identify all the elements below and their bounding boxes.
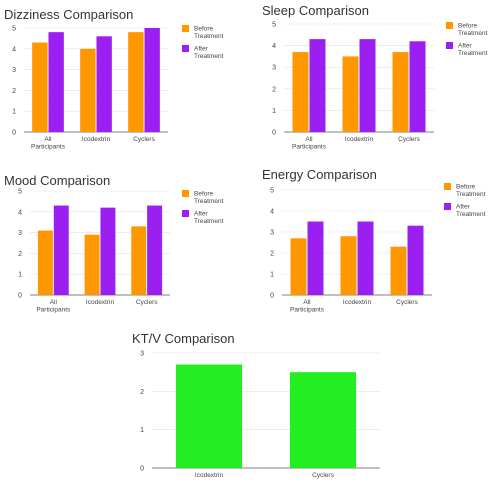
- category-label: Cyclers: [398, 136, 420, 143]
- bar-all-participants-before-treatment: [37, 230, 53, 295]
- kt-v-comparison-chart: KT/V Comparison 0 1 2 3 Icodextrin Cyclers: [132, 331, 380, 479]
- bar-icodextrin-after-treatment: [96, 36, 112, 132]
- y-tick-label: 3: [140, 351, 144, 358]
- bar-icodextrin: [175, 364, 243, 468]
- legend-label: After Treatment: [458, 43, 488, 58]
- y-tick-label: 0: [270, 293, 274, 300]
- category-label: Cyclers: [312, 472, 334, 479]
- bar-cyclers-before-treatment: [392, 52, 409, 132]
- category-label: Icodextrin: [343, 299, 372, 306]
- legend-swatch-after-treatment: [182, 45, 189, 52]
- y-tick-label: 0: [140, 466, 144, 473]
- bar-cyclers: [289, 372, 357, 468]
- mood-comparison-chart: Mood Comparison 0 1 2 3 4 5 All Participants Icod…: [4, 173, 224, 314]
- legend-label: Before Treatment: [194, 26, 224, 41]
- bar-all-participants-after-treatment: [48, 32, 64, 132]
- bar-all-participants-after-treatment: [309, 39, 326, 133]
- bar-cyclers-after-treatment: [147, 205, 163, 295]
- y-tick-label: 4: [18, 209, 22, 216]
- y-tick-label: 3: [270, 230, 274, 237]
- bar-cyclers-before-treatment: [128, 32, 144, 132]
- dizziness-comparison-chart: Dizziness Comparison 0 1 2 3 4 5 All Participant…: [4, 7, 224, 151]
- y-tick-label: 4: [272, 43, 276, 50]
- bar-all-participants-before-treatment: [32, 42, 48, 133]
- legend-label: Before Treatment: [194, 191, 224, 206]
- legend-label: Before Treatment: [458, 23, 488, 38]
- bar-icodextrin-before-treatment: [340, 236, 357, 295]
- chart-title: Sleep Comparison: [262, 3, 369, 18]
- y-tick-label: 0: [18, 293, 22, 300]
- y-tick-label: 2: [270, 251, 274, 258]
- y-tick-label: 3: [272, 65, 276, 72]
- y-tick-label: 1: [140, 427, 144, 434]
- y-tick-label: 5: [272, 22, 276, 29]
- bar-cyclers-after-treatment: [409, 41, 426, 132]
- chart-title: Energy Comparison: [262, 167, 377, 182]
- bar-all-participants-before-treatment: [290, 238, 307, 295]
- y-tick-label: 4: [12, 46, 16, 53]
- category-label: All Participants: [292, 136, 327, 151]
- y-tick-label: 5: [12, 26, 16, 33]
- category-label: Icodextrin: [195, 472, 224, 479]
- y-tick-label: 5: [18, 189, 22, 196]
- category-label: Icodextrin: [82, 136, 111, 143]
- legend-swatch-after-treatment: [182, 210, 189, 217]
- category-label: Cyclers: [133, 136, 155, 143]
- category-label: Icodextrin: [86, 299, 115, 306]
- category-label: All Participants: [290, 299, 325, 314]
- bar-icodextrin-after-treatment: [100, 207, 116, 295]
- bar-all-participants-after-treatment: [53, 205, 69, 295]
- bar-icodextrin-after-treatment: [359, 39, 376, 133]
- bar-icodextrin-before-treatment: [84, 234, 100, 295]
- bar-cyclers-after-treatment: [144, 28, 160, 132]
- legend-swatch-after-treatment: [444, 203, 451, 210]
- category-label: All Participants: [36, 299, 71, 314]
- sleep-comparison-chart: Sleep Comparison 0 1 2 3 4 5 All Participants Ico…: [262, 3, 488, 151]
- y-tick-label: 3: [18, 230, 22, 237]
- y-tick-label: 3: [12, 67, 16, 74]
- category-label: Cyclers: [136, 299, 158, 306]
- bar-icodextrin-after-treatment: [357, 221, 374, 295]
- category-label: Icodextrin: [345, 136, 374, 143]
- y-tick-label: 2: [12, 88, 16, 95]
- category-label: Cyclers: [396, 299, 418, 306]
- y-tick-label: 1: [12, 109, 16, 116]
- y-tick-label: 2: [18, 251, 22, 258]
- legend-swatch-before-treatment: [444, 183, 451, 190]
- legend-label: After Treatment: [456, 204, 486, 219]
- legend-swatch-before-treatment: [182, 190, 189, 197]
- legend-swatch-after-treatment: [446, 42, 453, 49]
- legend-swatch-before-treatment: [182, 25, 189, 32]
- bar-cyclers-before-treatment: [390, 246, 407, 295]
- y-tick-label: 2: [140, 389, 144, 396]
- bar-icodextrin-before-treatment: [80, 48, 96, 132]
- bar-cyclers-before-treatment: [131, 226, 147, 295]
- bar-all-participants-before-treatment: [292, 52, 309, 132]
- legend-label: Before Treatment: [456, 184, 486, 199]
- y-tick-label: 2: [272, 86, 276, 93]
- energy-comparison-chart: Energy Comparison 0 1 2 3 4 5 All Participants Ic…: [262, 167, 486, 314]
- bar-all-participants-after-treatment: [307, 221, 324, 295]
- y-tick-label: 1: [270, 272, 274, 279]
- y-tick-label: 0: [12, 130, 16, 137]
- y-tick-label: 1: [272, 108, 276, 115]
- bar-cyclers-after-treatment: [407, 225, 424, 295]
- y-tick-label: 4: [270, 209, 274, 216]
- legend-swatch-before-treatment: [446, 22, 453, 29]
- category-label: All Participants: [31, 136, 66, 151]
- legend-label: After Treatment: [194, 211, 224, 226]
- y-tick-label: 5: [270, 188, 274, 195]
- chart-title: Dizziness Comparison: [4, 7, 133, 22]
- y-tick-label: 1: [18, 272, 22, 279]
- legend-label: After Treatment: [194, 46, 224, 61]
- chart-title: Mood Comparison: [4, 173, 110, 188]
- y-tick-label: 0: [272, 130, 276, 137]
- bar-icodextrin-before-treatment: [342, 56, 359, 132]
- chart-title: KT/V Comparison: [132, 331, 235, 346]
